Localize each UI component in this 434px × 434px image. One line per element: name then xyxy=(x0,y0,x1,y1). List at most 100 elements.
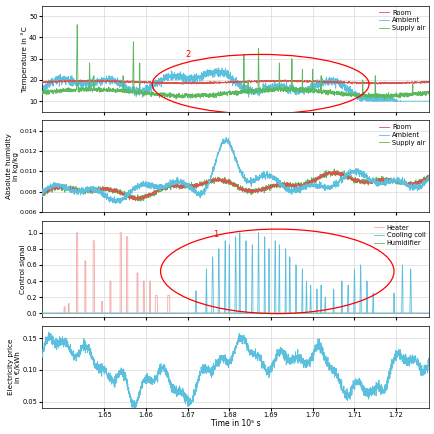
Room xyxy=(204,179,210,184)
Supply air xyxy=(377,178,382,183)
Humidifier xyxy=(187,311,193,316)
Supply air xyxy=(426,89,431,94)
Supply air xyxy=(39,89,44,94)
Ambient xyxy=(426,99,431,104)
Supply air xyxy=(426,171,431,177)
Supply air xyxy=(381,97,386,102)
Cooling coil xyxy=(418,311,424,316)
Cooling coil xyxy=(39,311,44,316)
Room xyxy=(282,77,287,82)
Humidifier xyxy=(106,311,111,316)
Room xyxy=(331,168,336,173)
Ambient xyxy=(377,180,382,185)
Line: Ambient: Ambient xyxy=(42,138,428,204)
Line: Cooling coil: Cooling coil xyxy=(42,233,428,313)
Heater xyxy=(377,311,382,316)
Room xyxy=(106,78,111,83)
Supply air xyxy=(106,187,111,192)
Room xyxy=(39,79,44,85)
Room xyxy=(374,82,379,87)
Heater xyxy=(187,311,193,316)
Ambient xyxy=(39,88,44,93)
Ambient xyxy=(39,190,44,195)
Humidifier xyxy=(83,311,89,316)
Supply air xyxy=(377,92,382,97)
Supply air xyxy=(83,87,89,92)
Room xyxy=(187,80,193,85)
Ambient xyxy=(357,99,362,104)
Line: Supply air: Supply air xyxy=(42,169,428,201)
Room xyxy=(377,82,382,87)
Ambient xyxy=(223,135,228,140)
Y-axis label: Absolute humidity
in kg/kg: Absolute humidity in kg/kg xyxy=(6,133,19,199)
Cooling coil xyxy=(187,311,193,316)
Heater xyxy=(39,311,44,316)
Humidifier xyxy=(418,311,424,316)
Ambient xyxy=(204,68,209,73)
Heater xyxy=(418,311,424,316)
Room xyxy=(39,193,44,198)
Line: Supply air: Supply air xyxy=(42,25,428,100)
Supply air xyxy=(83,187,89,192)
Heater xyxy=(74,230,79,235)
Ambient xyxy=(216,65,221,70)
Supply air xyxy=(106,88,112,93)
Ambient xyxy=(426,174,431,180)
Line: Room: Room xyxy=(42,80,428,84)
Heater xyxy=(83,311,89,316)
Y-axis label: Temperature in °C: Temperature in °C xyxy=(21,26,28,92)
Text: 1: 1 xyxy=(212,230,217,239)
Room xyxy=(418,80,424,85)
Room xyxy=(83,78,89,83)
Room xyxy=(106,187,111,192)
Room xyxy=(426,79,431,84)
X-axis label: Time in 10⁵ s: Time in 10⁵ s xyxy=(210,419,260,428)
Room xyxy=(133,198,138,203)
Ambient xyxy=(418,99,424,104)
Supply air xyxy=(418,178,424,183)
Ambient xyxy=(187,76,193,81)
Ambient xyxy=(83,186,89,191)
Ambient xyxy=(204,183,210,188)
Supply air xyxy=(39,194,44,199)
Line: Room: Room xyxy=(42,171,428,201)
Line: Heater: Heater xyxy=(42,233,428,313)
Room xyxy=(418,178,424,183)
Legend: Room, Ambient, Supply air: Room, Ambient, Supply air xyxy=(378,124,425,146)
Cooling coil xyxy=(377,311,382,316)
Supply air xyxy=(74,22,79,27)
Cooling coil xyxy=(106,311,111,316)
Humidifier xyxy=(204,311,209,316)
Heater xyxy=(204,311,210,316)
Supply air xyxy=(331,166,336,171)
Ambient xyxy=(117,201,122,206)
Legend: Heater, Cooling coil, Humidifier: Heater, Cooling coil, Humidifier xyxy=(372,224,425,247)
Heater xyxy=(106,311,112,316)
Ambient xyxy=(187,184,193,189)
Cooling coil xyxy=(237,230,242,235)
Ambient xyxy=(83,79,89,85)
Y-axis label: Electricity price
in €/kWh: Electricity price in €/kWh xyxy=(8,339,21,395)
Humidifier xyxy=(426,311,431,316)
Text: 2: 2 xyxy=(185,49,191,59)
Ambient xyxy=(377,94,382,99)
Room xyxy=(377,179,382,184)
Room xyxy=(83,188,89,194)
Humidifier xyxy=(39,311,44,316)
Line: Ambient: Ambient xyxy=(42,68,428,101)
Supply air xyxy=(187,184,193,189)
Room xyxy=(426,173,431,178)
Y-axis label: Control signal: Control signal xyxy=(20,244,26,294)
Supply air xyxy=(418,90,424,95)
Room xyxy=(204,80,209,85)
Ambient xyxy=(418,185,424,190)
Legend: Room, Ambient, Supply air: Room, Ambient, Supply air xyxy=(378,9,425,32)
Supply air xyxy=(138,198,143,204)
Supply air xyxy=(187,92,193,97)
Ambient xyxy=(106,76,111,81)
Cooling coil xyxy=(426,311,431,316)
Supply air xyxy=(204,181,210,186)
Room xyxy=(187,184,193,189)
Cooling coil xyxy=(83,311,89,316)
Supply air xyxy=(204,92,210,98)
